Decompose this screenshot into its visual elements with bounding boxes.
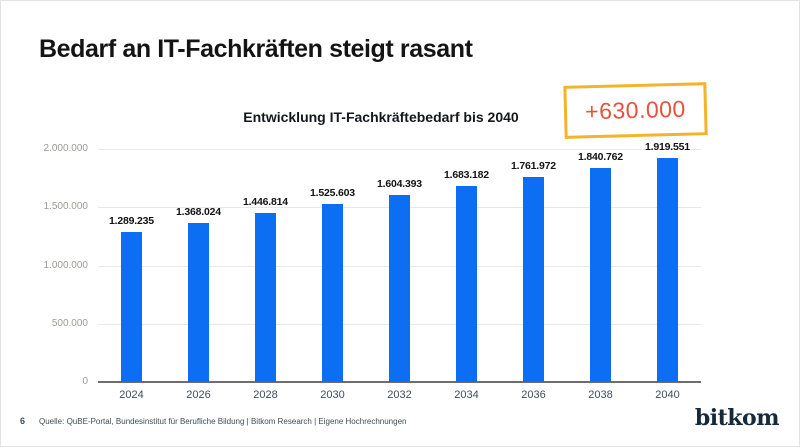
y-axis-tick-label: 500.000 <box>51 317 88 329</box>
bar-2024 <box>121 231 142 382</box>
y-axis-tick-label: 1.500.000 <box>43 201 89 213</box>
y-axis-tick-label: 2.000.000 <box>43 143 89 154</box>
bar-2032 <box>389 195 410 382</box>
bar-value-label: 1.761.972 <box>511 159 556 172</box>
bar-2034 <box>456 185 477 382</box>
page-title: Bedarf an IT-Fachkräften steigt rasant <box>39 35 473 63</box>
x-axis-label: 2038 <box>588 389 613 401</box>
bar-value-label: 1.919.551 <box>645 141 690 154</box>
x-axis-label: 2034 <box>454 389 479 401</box>
gridline <box>98 149 701 150</box>
x-axis-label: 2032 <box>387 389 412 401</box>
x-axis-label: 2030 <box>320 389 345 401</box>
bar-2030 <box>322 204 343 382</box>
bar-2036 <box>523 176 544 382</box>
bar-2038 <box>590 167 611 382</box>
x-axis-line <box>98 381 701 383</box>
x-axis-label: 2028 <box>253 389 278 401</box>
bar-2040 <box>657 158 678 382</box>
x-axis-label: 2024 <box>119 389 144 401</box>
bitkom-logo: bitkom <box>694 405 780 431</box>
bar-2026 <box>188 222 209 382</box>
bar-value-label: 1.368.024 <box>176 205 221 218</box>
bar-value-label: 1.446.814 <box>243 196 288 209</box>
y-axis-tick-label: 1.000.000 <box>43 259 89 271</box>
page-number: 6 <box>20 416 26 426</box>
y-axis-tick-label: 0 <box>82 376 88 387</box>
x-axis-label: 2026 <box>186 389 211 401</box>
source-note: Quelle: QuBE-Portal, Bundesinstitut für … <box>39 417 407 426</box>
chart-title: Entwicklung IT-Fachkräftebedarf bis 2040 <box>243 109 519 125</box>
bar-value-label: 1.525.603 <box>310 187 355 200</box>
bar-value-label: 1.840.762 <box>578 150 623 163</box>
bar-value-label: 1.289.235 <box>109 214 154 227</box>
bar-value-label: 1.604.393 <box>377 178 422 191</box>
x-axis-label: 2036 <box>521 389 546 401</box>
bar-2028 <box>255 213 276 382</box>
x-axis-label: 2040 <box>655 389 680 401</box>
bar-value-label: 1.683.182 <box>444 168 489 181</box>
